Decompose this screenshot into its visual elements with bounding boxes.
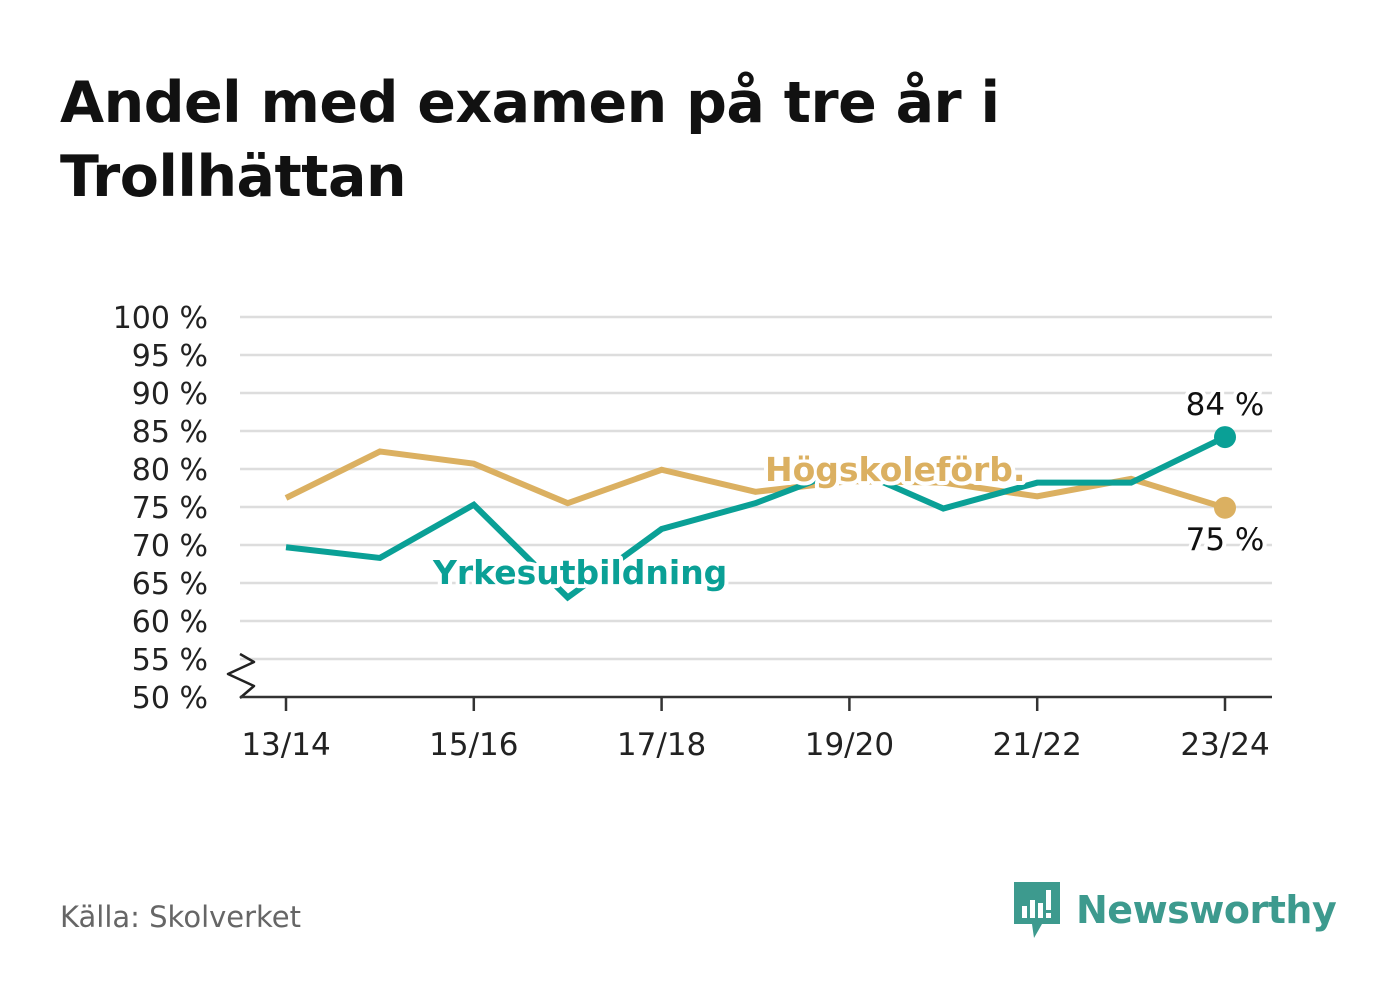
axis-break-marker [226, 652, 256, 699]
y-tick-label: 100 % [113, 301, 208, 336]
y-tick-label: 50 % [132, 681, 208, 716]
x-tick-label: 15/16 [429, 727, 518, 763]
series-lines [284, 426, 1236, 602]
series-line [284, 448, 1226, 511]
y-tick-label: 85 % [132, 415, 208, 450]
brand-logo: Newsworthy [1012, 880, 1337, 940]
newsworthy-logo-icon [1014, 882, 1060, 938]
grid-lines [240, 315, 1272, 661]
y-tick-label: 90 % [132, 377, 208, 412]
source-note: Källa: Skolverket [60, 900, 302, 934]
y-tick-label: 55 % [132, 643, 208, 678]
y-tick-label: 95 % [132, 339, 208, 374]
series-end-point [1214, 426, 1236, 449]
y-axis-ticks: 50 %55 %60 %65 %70 %75 %80 %85 %90 %95 %… [113, 301, 256, 716]
y-tick-label: 80 % [132, 453, 208, 488]
x-tick-label: 23/24 [1180, 727, 1269, 763]
x-tick-label: 17/18 [617, 727, 706, 763]
end-value-label-yrkesutbildning: 84 % [1186, 387, 1265, 423]
brand-name: Newsworthy [1076, 888, 1337, 932]
y-tick-label: 60 % [132, 605, 208, 640]
y-tick-label: 75 % [132, 491, 208, 526]
x-tick-label: 19/20 [805, 727, 894, 763]
series-label-yrkesutbildning: Yrkesutbildning [432, 553, 727, 592]
y-tick-label: 65 % [132, 567, 208, 602]
series-labels: Högskoleförb. Yrkesutbildning 84 % 75 % [428, 383, 1268, 596]
x-tick-label: 13/14 [241, 727, 330, 763]
series-line [285, 434, 1227, 602]
series-label-hogskoleforb: Högskoleförb. [765, 450, 1025, 489]
y-tick-label: 70 % [132, 529, 208, 564]
x-axis: 13/14 15/16 17/18 19/20 21/22 23/24 [240, 695, 1272, 763]
end-value-label-hogskoleforb: 75 % [1186, 522, 1265, 558]
series-end-point [1214, 496, 1236, 519]
x-tick-label: 21/22 [993, 727, 1082, 763]
chart-title: Andel med examen på tre år i Trollhättan [60, 70, 1000, 210]
